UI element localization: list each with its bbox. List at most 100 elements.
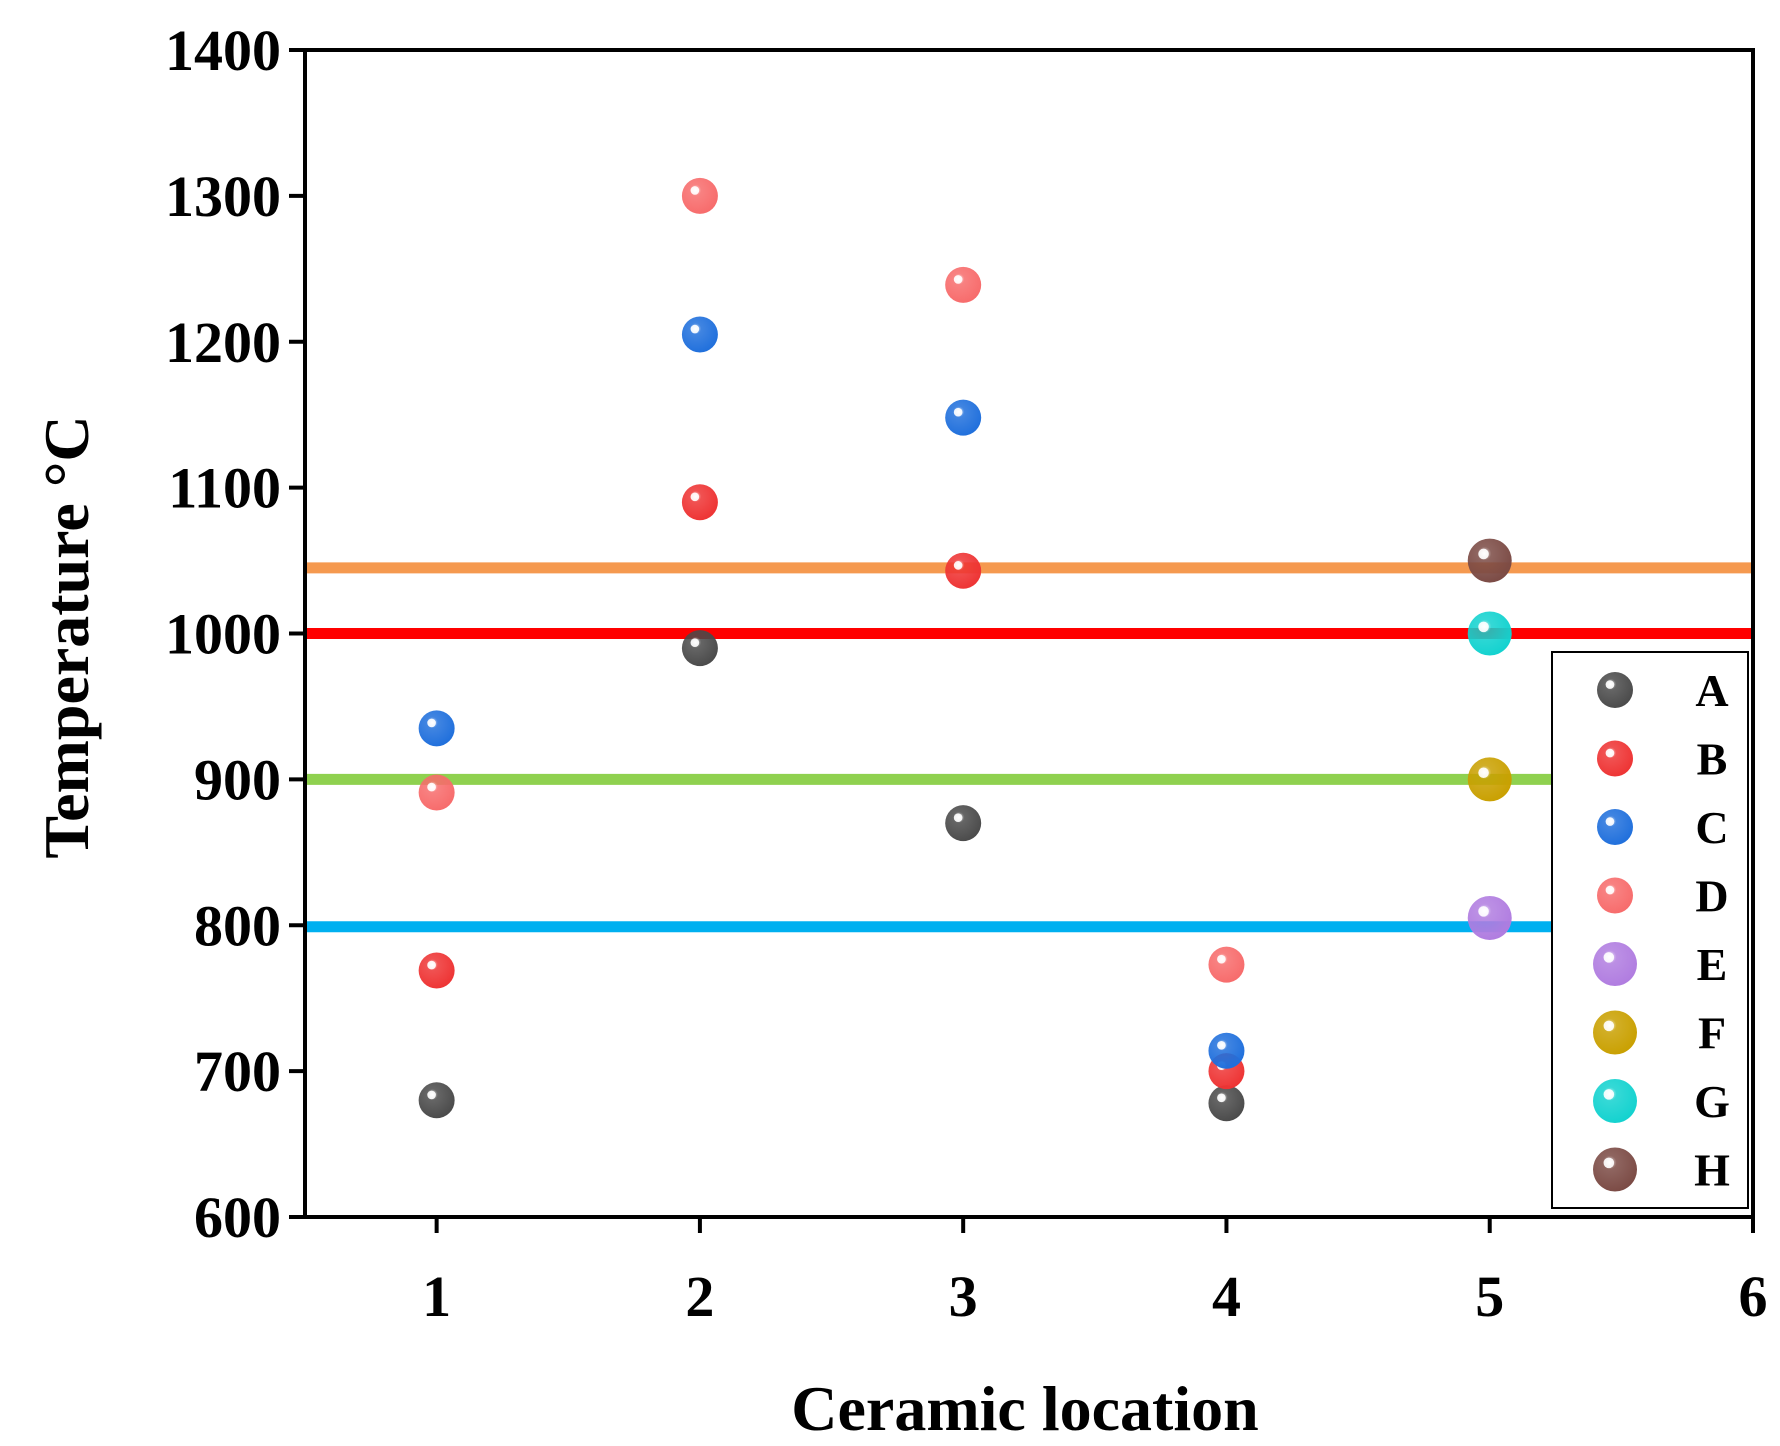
x-tick-label: 1 — [422, 1264, 451, 1329]
data-point-d — [1208, 946, 1245, 983]
data-point-a — [681, 630, 718, 667]
marker-highlight — [690, 324, 700, 334]
x-tick-label: 2 — [685, 1264, 714, 1329]
marker-body — [418, 774, 455, 811]
legend-label: E — [1697, 939, 1728, 990]
marker-highlight — [1605, 748, 1615, 758]
legend-marker-f — [1593, 1010, 1637, 1055]
marker-body — [1597, 877, 1633, 914]
x-tick-label: 6 — [1739, 1264, 1768, 1329]
marker-body — [1208, 946, 1245, 983]
legend-marker-e — [1593, 942, 1637, 986]
marker-body — [1597, 809, 1633, 845]
data-point-g — [1467, 611, 1512, 656]
marker-highlight — [1478, 767, 1489, 779]
legend-marker-c — [1597, 809, 1633, 845]
marker-body — [1467, 757, 1512, 802]
legend-marker-a — [1597, 672, 1633, 708]
marker-body — [1467, 611, 1512, 656]
marker-highlight — [1605, 817, 1615, 826]
marker-highlight — [1603, 1020, 1615, 1032]
y-tick-label: 1300 — [165, 164, 281, 229]
y-tick-label: 1400 — [165, 18, 281, 83]
data-point-d — [681, 177, 718, 214]
marker-highlight — [1478, 906, 1489, 917]
data-point-c — [945, 399, 982, 436]
legend-label: F — [1698, 1008, 1726, 1059]
reference-lines — [305, 562, 1753, 933]
legend-box — [1551, 651, 1749, 1209]
marker-body — [418, 952, 455, 989]
marker-highlight — [1603, 1089, 1615, 1100]
marker-body — [945, 552, 982, 589]
marker-body — [945, 266, 982, 303]
legend-label: C — [1695, 802, 1728, 853]
y-tick-label: 600 — [194, 1185, 281, 1250]
data-point-h — [1467, 538, 1512, 583]
y-tick-label: 1200 — [165, 310, 281, 375]
marker-body — [418, 1082, 455, 1119]
legend-label: B — [1697, 734, 1728, 785]
marker-highlight — [953, 275, 963, 284]
marker-highlight — [953, 813, 963, 823]
data-point-f — [1467, 757, 1512, 802]
marker-highlight — [690, 186, 700, 195]
data-point-c — [418, 710, 455, 747]
marker-highlight — [953, 561, 963, 570]
marker-highlight — [1478, 621, 1489, 633]
marker-body — [418, 710, 455, 747]
marker-body — [1597, 740, 1633, 777]
data-point-a — [1208, 1085, 1245, 1122]
marker-body — [1597, 672, 1633, 708]
legend-marker-h — [1593, 1147, 1637, 1192]
marker-body — [1593, 1079, 1637, 1123]
x-axis-title: Ceramic location — [791, 1373, 1258, 1444]
y-tick-label: 900 — [194, 747, 281, 812]
legend-label: A — [1695, 665, 1728, 716]
data-point-e — [1467, 895, 1512, 940]
axes: 600 700 800 900 1000 1100 1200 1300 1400 1 2 3 4 5 6 — [165, 18, 1768, 1329]
marker-highlight — [953, 407, 963, 417]
marker-body — [681, 177, 718, 214]
marker-highlight — [1478, 548, 1489, 560]
data-point-c — [681, 316, 718, 353]
y-tick-label: 800 — [194, 893, 281, 958]
y-tick-label: 700 — [194, 1039, 281, 1104]
data-point-a — [418, 1082, 455, 1119]
legend-marker-d — [1597, 877, 1633, 914]
marker-body — [681, 630, 718, 667]
data-point-b — [418, 952, 455, 989]
marker-highlight — [427, 1090, 436, 1100]
legend-marker-b — [1597, 740, 1633, 777]
data-point-b — [681, 484, 718, 521]
x-tick-label: 3 — [949, 1264, 978, 1329]
marker-highlight — [427, 718, 436, 728]
marker-body — [1593, 1010, 1637, 1055]
marker-body — [1208, 1085, 1245, 1122]
marker-body — [945, 399, 982, 436]
marker-highlight — [690, 638, 700, 648]
y-axis-title: Temperature °C — [31, 415, 102, 858]
legend-marker-g — [1593, 1079, 1637, 1123]
y-tick-label: 1100 — [168, 456, 281, 521]
data-point-b — [945, 552, 982, 589]
marker-body — [1467, 538, 1512, 583]
marker-body — [1593, 1147, 1637, 1192]
marker-body — [945, 805, 982, 842]
data-point-c — [1208, 1032, 1245, 1069]
marker-highlight — [1217, 1093, 1226, 1103]
marker-highlight — [427, 782, 436, 792]
legend-label: G — [1694, 1076, 1730, 1127]
marker-highlight — [427, 960, 436, 970]
marker-highlight — [1603, 1157, 1615, 1169]
marker-body — [681, 484, 718, 521]
x-tick-label: 5 — [1475, 1264, 1504, 1329]
data-point-d — [418, 774, 455, 811]
marker-body — [1208, 1032, 1245, 1069]
legend-label: H — [1694, 1145, 1730, 1196]
marker-highlight — [1605, 680, 1615, 689]
data-point-d — [945, 266, 982, 303]
marker-highlight — [1605, 885, 1615, 895]
